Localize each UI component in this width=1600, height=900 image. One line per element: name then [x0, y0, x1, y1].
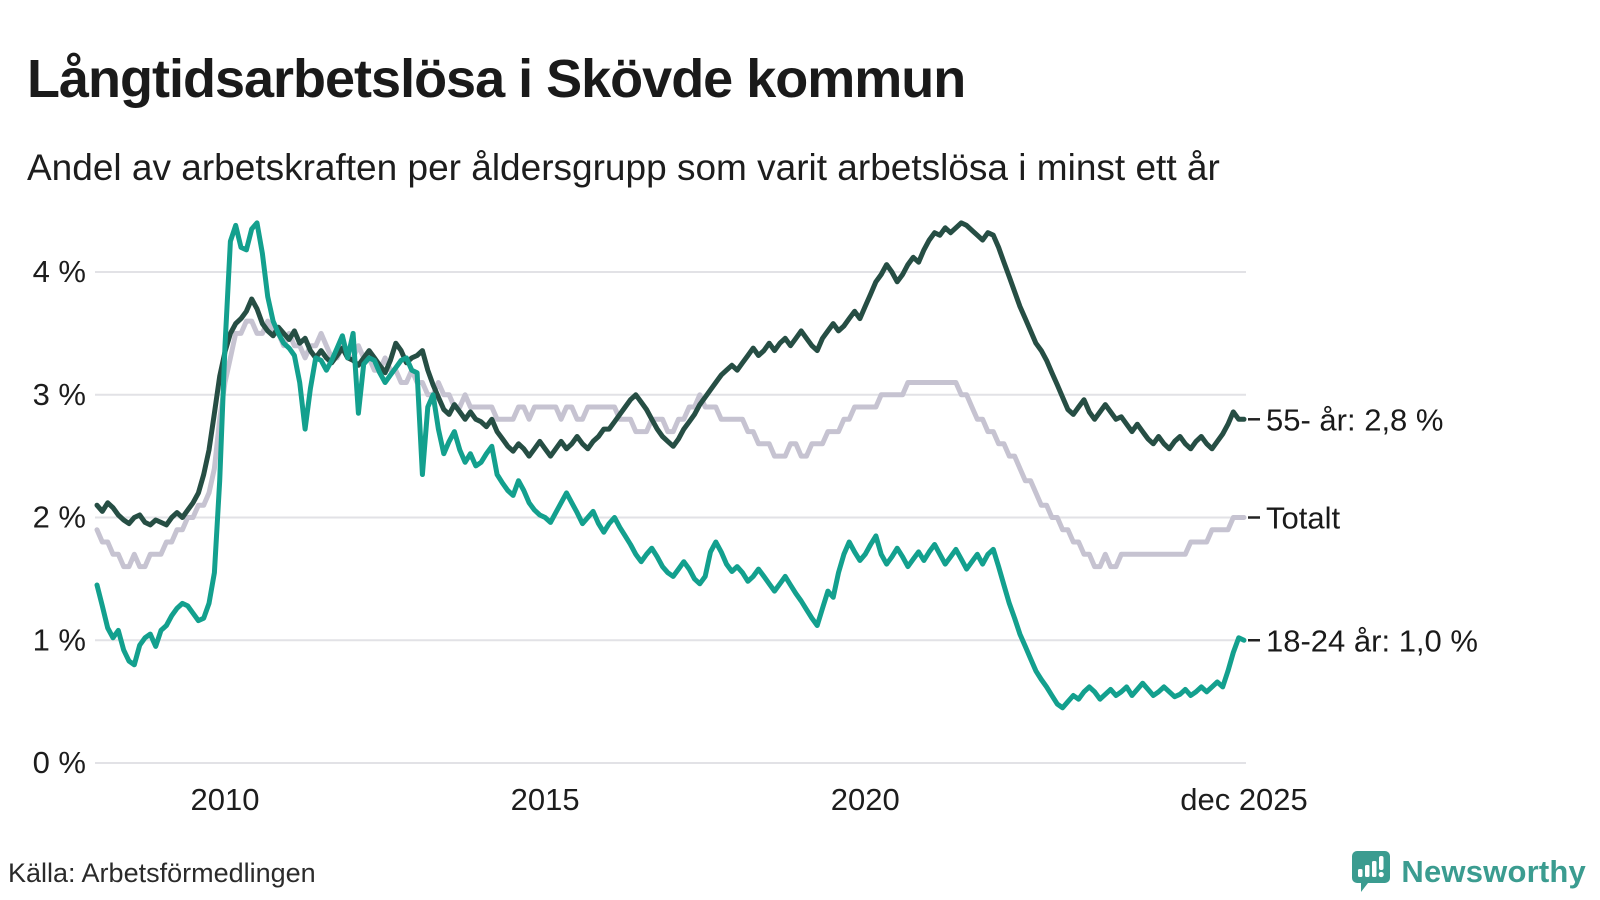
brand-logo: Newsworthy [1351, 850, 1586, 894]
newsworthy-logo-icon [1352, 851, 1391, 892]
page-title: Långtidsarbetslösa i Skövde kommun [27, 49, 966, 110]
x-axis-tick-label: 2015 [511, 782, 580, 817]
y-axis-tick-label: 4 % [33, 254, 86, 289]
y-axis-tick-label: 0 % [33, 745, 86, 780]
x-axis-tick-label: 2010 [191, 782, 260, 817]
source-note: Källa: Arbetsförmedlingen [8, 858, 316, 888]
x-axis-tick-label: 2020 [831, 782, 900, 817]
series-end-label: 18-24 år: 1,0 % [1266, 623, 1478, 658]
y-axis-tick-label: 1 % [33, 622, 86, 657]
series-end-label: 55- år: 2,8 % [1266, 402, 1443, 437]
y-axis-tick-label: 3 % [33, 377, 86, 412]
series-line-18-24-r [94, 220, 1247, 711]
x-axis-tick-label: dec 2025 [1180, 782, 1308, 817]
chart-subtitle: Andel av arbetskraften per åldersgrupp s… [27, 147, 1220, 188]
series-line-55-r [94, 220, 1247, 528]
brand-wordmark: Newsworthy [1401, 854, 1586, 889]
y-axis-tick-label: 2 % [33, 500, 86, 535]
series-end-label: Totalt [1266, 501, 1340, 536]
line-chart: 0 % 1 % 2 % 3 % 4 % 2010 2015 2020 dec 2025 55- å… [33, 220, 1478, 817]
